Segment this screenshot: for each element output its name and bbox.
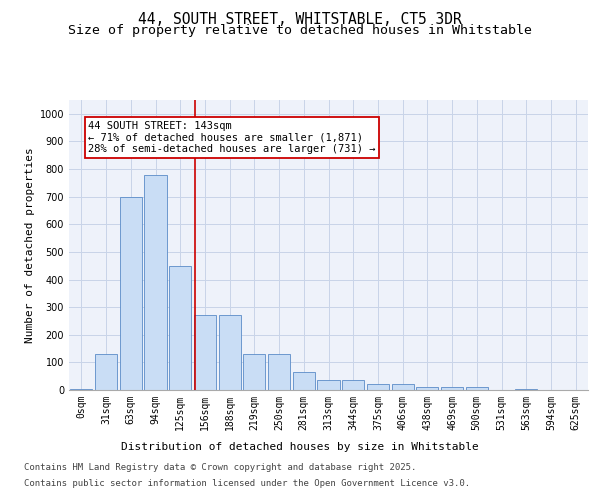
Bar [441, 387, 463, 390]
Bar [466, 387, 488, 390]
Text: Contains HM Land Registry data © Crown copyright and database right 2025.: Contains HM Land Registry data © Crown c… [24, 464, 416, 472]
Text: Distribution of detached houses by size in Whitstable: Distribution of detached houses by size … [121, 442, 479, 452]
Text: 44 SOUTH STREET: 143sqm
← 71% of detached houses are smaller (1,871)
28% of semi: 44 SOUTH STREET: 143sqm ← 71% of detache… [88, 120, 376, 154]
Bar [392, 384, 414, 390]
Y-axis label: Number of detached properties: Number of detached properties [25, 147, 35, 343]
Bar [70, 388, 92, 390]
Bar [243, 354, 265, 390]
Bar [169, 266, 191, 390]
Bar [416, 387, 439, 390]
Text: Size of property relative to detached houses in Whitstable: Size of property relative to detached ho… [68, 24, 532, 37]
Text: 44, SOUTH STREET, WHITSTABLE, CT5 3DR: 44, SOUTH STREET, WHITSTABLE, CT5 3DR [138, 12, 462, 28]
Bar [515, 388, 538, 390]
Bar [268, 354, 290, 390]
Bar [317, 380, 340, 390]
Text: Contains public sector information licensed under the Open Government Licence v3: Contains public sector information licen… [24, 478, 470, 488]
Bar [342, 380, 364, 390]
Bar [194, 316, 216, 390]
Bar [119, 196, 142, 390]
Bar [367, 384, 389, 390]
Bar [293, 372, 315, 390]
Bar [95, 354, 117, 390]
Bar [145, 174, 167, 390]
Bar [218, 316, 241, 390]
